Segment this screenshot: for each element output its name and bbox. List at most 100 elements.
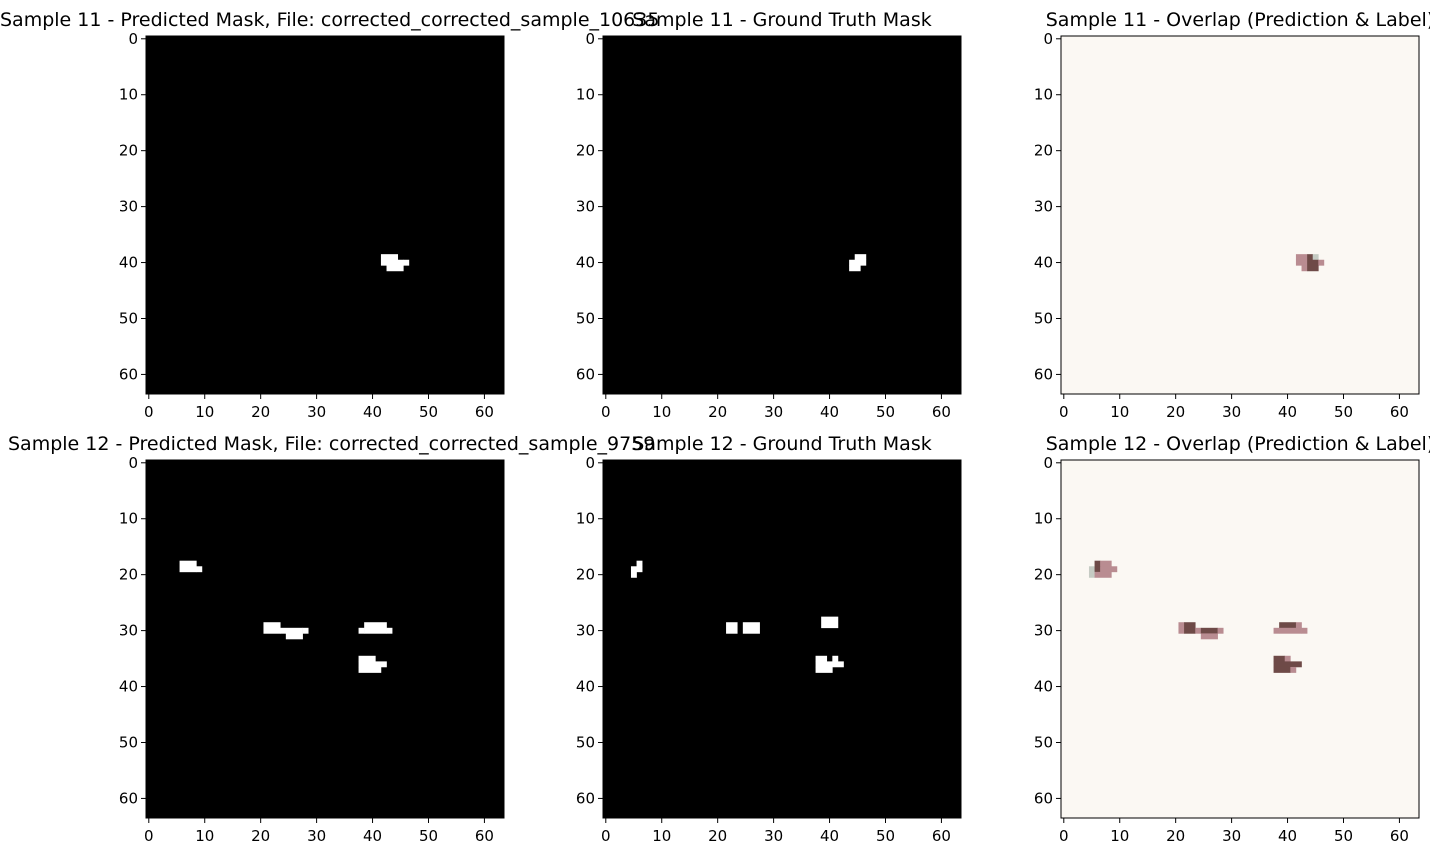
y-tick-label: 10 [119, 86, 138, 104]
mask-pixel [403, 259, 410, 266]
panel-4: Sample 12 - Predicted Mask, File: correc… [8, 433, 655, 842]
x-tick-label: 50 [1334, 403, 1353, 421]
mask-pixel [1307, 254, 1314, 261]
y-tick-label: 30 [119, 198, 138, 216]
mask-pixel [358, 655, 376, 662]
x-tick-label: 10 [195, 403, 214, 421]
x-tick-label: 0 [601, 827, 611, 842]
mask-pixel [358, 666, 382, 673]
panel-2: Sample 11 - Ground Truth Mask 0 10 20 30 40 50… [576, 9, 962, 421]
mask-pixel [854, 254, 867, 261]
image-background [1061, 36, 1419, 394]
y-tick-label: 40 [119, 254, 138, 272]
x-tick-label: 60 [1390, 403, 1409, 421]
axes-frame [145, 35, 505, 395]
x-tick-label: 30 [764, 403, 783, 421]
mask-pixel [1200, 627, 1218, 634]
x-tick-label: 20 [251, 403, 270, 421]
mask-pixel [815, 655, 828, 662]
y-tick-label: 40 [1034, 254, 1053, 272]
x-tick-label: 60 [475, 403, 494, 421]
mask-pixel [630, 566, 643, 573]
x-tick-label: 50 [876, 403, 895, 421]
mask-pixel [1301, 627, 1308, 634]
mask-pixel [832, 655, 839, 662]
panel-1: Sample 11 - Predicted Mask, File: correc… [0, 9, 659, 421]
x-tick-label: 30 [307, 403, 326, 421]
mask-pixel [1279, 627, 1302, 634]
axes-frame [602, 459, 962, 819]
mask-pixel [1295, 622, 1302, 629]
mask-pixel [1301, 265, 1308, 272]
mask-pixel [821, 616, 839, 629]
panel-title: Sample 11 - Predicted Mask, File: correc… [0, 9, 659, 31]
y-tick-label: 0 [1043, 454, 1053, 472]
mask-pixel [1094, 560, 1101, 567]
mask-pixel [1284, 655, 1291, 662]
x-tick-label: 0 [1059, 403, 1069, 421]
mask-pixel [815, 666, 833, 673]
y-tick-label: 40 [119, 678, 138, 696]
mask-pixel [1217, 627, 1224, 634]
mask-pixel [179, 560, 197, 573]
y-tick-label: 60 [119, 789, 138, 807]
y-tick-label: 50 [576, 733, 595, 751]
y-tick-label: 0 [1043, 30, 1053, 48]
mask-pixel [1307, 265, 1319, 272]
mask-pixel [1184, 622, 1196, 634]
panel-title: Sample 12 - Predicted Mask, File: correc… [8, 433, 655, 455]
mask-pixel [1088, 571, 1095, 578]
y-tick-label: 40 [1034, 678, 1053, 696]
y-tick-label: 10 [119, 510, 138, 528]
panel-title: Sample 12 - Overlap (Prediction & Label) [1046, 433, 1430, 455]
mask-pixel [285, 633, 303, 640]
mask-pixel [636, 560, 643, 567]
y-tick-label: 50 [1034, 733, 1053, 751]
y-tick-label: 40 [576, 678, 595, 696]
x-tick-label: 50 [876, 827, 895, 842]
y-tick-label: 20 [1034, 142, 1053, 160]
image-background [603, 460, 961, 818]
y-tick-label: 20 [576, 566, 595, 584]
mask-pixel [386, 265, 404, 272]
y-tick-label: 10 [576, 510, 595, 528]
panel-title: Sample 11 - Overlap (Prediction & Label) [1046, 9, 1430, 31]
x-tick-label: 40 [363, 827, 382, 842]
x-tick-label: 10 [1110, 827, 1129, 842]
mask-pixel [1088, 566, 1095, 573]
image-background [146, 460, 504, 818]
y-tick-label: 50 [119, 309, 138, 327]
y-tick-label: 30 [576, 622, 595, 640]
y-tick-label: 30 [1034, 622, 1053, 640]
mask-pixel [1307, 259, 1319, 266]
x-tick-label: 20 [708, 403, 727, 421]
mask-pixel [815, 661, 844, 668]
axes-frame [145, 459, 505, 819]
axes-frame [602, 35, 962, 395]
x-tick-label: 40 [820, 827, 839, 842]
mask-pixel [1295, 254, 1308, 261]
mask-pixel [1200, 633, 1218, 640]
panel-6: Sample 12 - Overlap (Prediction & Label)… [1034, 433, 1430, 842]
mask-pixel [1290, 666, 1297, 673]
y-tick-label: 60 [1034, 365, 1053, 383]
x-tick-label: 0 [1059, 827, 1069, 842]
mask-pixel [1111, 566, 1118, 573]
mask-pixel [1100, 560, 1112, 567]
x-tick-label: 60 [932, 403, 951, 421]
mask-pixel [380, 259, 404, 266]
y-tick-label: 60 [1034, 789, 1053, 807]
mask-pixel [1100, 566, 1112, 573]
y-tick-label: 30 [576, 198, 595, 216]
y-tick-label: 10 [1034, 86, 1053, 104]
x-tick-label: 0 [144, 827, 154, 842]
x-tick-label: 30 [1222, 403, 1241, 421]
axes-frame [1060, 35, 1420, 395]
mask-pixel [358, 661, 387, 668]
panel-title: Sample 12 - Ground Truth Mask [632, 433, 931, 455]
y-tick-label: 30 [1034, 198, 1053, 216]
mask-pixel [1273, 627, 1280, 634]
mask-pixel [1094, 571, 1112, 578]
mask-pixel [1273, 655, 1286, 662]
x-tick-label: 60 [932, 827, 951, 842]
